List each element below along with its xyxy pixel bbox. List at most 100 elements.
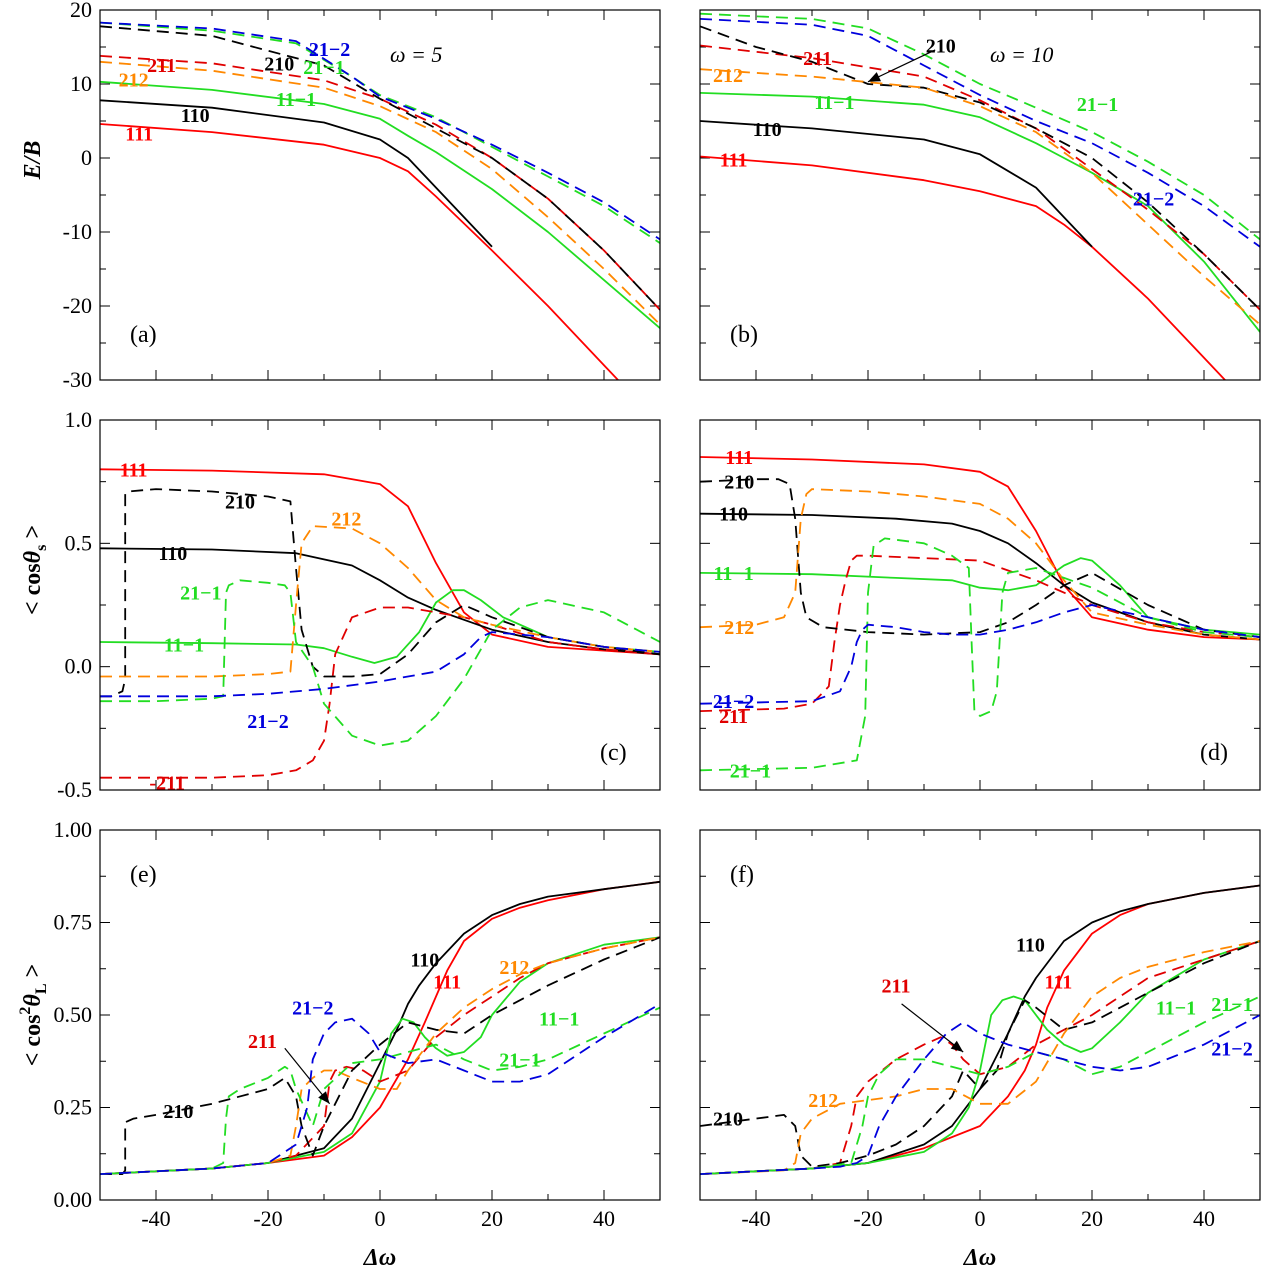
curve-label-110: 110 (410, 950, 439, 972)
panel-label: (f) (730, 862, 754, 888)
panel-label: (d) (1200, 740, 1228, 766)
panel-c: 1.0 0.5 0.0 -0.5 111 210 212 110 21−1 11−1 21−2 -21… (57, 407, 661, 802)
curve-label-21-2: 21−2 (1211, 1038, 1252, 1060)
curve-21-2 (100, 21, 660, 241)
y-tick-label: 0.50 (54, 1002, 93, 1027)
arrow-shaft (867, 49, 936, 83)
xlabel-left: Δω (363, 1245, 396, 1271)
curve-label-11-1: 11−1 (713, 563, 753, 585)
curve-21-1 (700, 12, 1260, 241)
curve-label-211: 211 (803, 48, 832, 70)
plot-frame (99, 419, 661, 791)
curves (700, 456, 1260, 772)
plot-frame (699, 419, 1261, 791)
curve-210 (100, 936, 660, 1175)
curve-110 (700, 884, 1260, 1175)
ylabel-cos2-theta-l: < cos2θL > (17, 964, 50, 1067)
curve-label-110: 110 (181, 105, 210, 127)
curve-11-1 (100, 80, 660, 329)
curve-label-212: 212 (724, 617, 754, 639)
curve-21-1 (700, 537, 1260, 772)
curve-label-211: 211 (248, 1031, 277, 1053)
y-tick-label: 0.5 (65, 530, 93, 555)
curve-label-211: 211 (882, 975, 911, 997)
curve-212 (700, 488, 1260, 641)
y-tick-label: 0.0 (65, 654, 93, 679)
curve-110 (100, 99, 493, 248)
curve-11-1 (700, 940, 1260, 1175)
curve-212 (100, 60, 660, 326)
curve-211 (100, 606, 660, 779)
x-tick-label: 20 (1081, 1206, 1103, 1231)
curve-210 (700, 478, 1260, 638)
curve-label-21-2: 21−2 (309, 39, 350, 61)
y-tick-label: -20 (63, 293, 92, 318)
curves (700, 884, 1260, 1175)
curve-21-1 (100, 21, 660, 244)
curves (700, 12, 1260, 380)
curve-21-2 (700, 604, 1260, 705)
curve-label-212: 212 (808, 1090, 838, 1112)
curve-210 (700, 940, 1260, 1168)
curves (100, 880, 660, 1175)
curve-label-210: 210 (926, 36, 956, 58)
curve-21-2 (100, 631, 660, 698)
y-tick-label: 0.75 (54, 910, 93, 935)
panel-label: (c) (600, 740, 627, 766)
y-tick-label: -0.5 (57, 777, 92, 802)
omega-annotation: ω = 5 (390, 42, 442, 67)
curve-label-21-2: 21−2 (713, 691, 754, 713)
curve-label-21-1: 21−1 (1077, 94, 1118, 116)
curve-label-212: 212 (499, 957, 529, 979)
y-tick-label: -10 (63, 219, 92, 244)
y-tick-label: -30 (63, 367, 92, 392)
x-tick-label: -40 (741, 1206, 770, 1231)
curve-21-1 (100, 579, 660, 747)
curve-212 (700, 68, 1260, 326)
x-tick-label: -20 (253, 1206, 282, 1231)
x-tick-label: -40 (141, 1206, 170, 1231)
y-tick-label: 0 (81, 145, 92, 170)
curve-21-2 (100, 1003, 660, 1175)
curve-label-110: 110 (719, 504, 748, 526)
curve-label-11-1: 11−1 (164, 634, 204, 656)
y-tick-label: 0.00 (54, 1187, 93, 1212)
curve-label-21-1: 21−1 (180, 583, 221, 605)
curve-21-2 (700, 18, 1260, 248)
curve-210 (100, 25, 660, 311)
plot-frame (699, 9, 1261, 381)
ylabel-theta: θ (20, 550, 46, 563)
curve-211 (100, 936, 660, 1175)
curve-211 (100, 55, 660, 311)
curve-label-211: 211 (719, 706, 748, 728)
x-tick-label: 0 (375, 1206, 386, 1231)
curve-label-111: 111 (125, 124, 153, 146)
curves (100, 21, 660, 380)
curve-label-11-1: 11−1 (814, 92, 854, 114)
panel-e: -40 -20 0 20 40 1.00 0.75 0.50 0.25 0.00 110 212 111… (54, 817, 661, 1231)
curve-210 (100, 488, 660, 698)
y-tick-label: 1.00 (54, 817, 93, 842)
curve-110 (700, 512, 1260, 641)
curve-211 (700, 554, 1260, 712)
ylabel-superscript: 2 (17, 1007, 34, 1015)
curve-label-21-1: 21−1 (730, 760, 771, 782)
xlabel-right: Δω (963, 1245, 996, 1271)
ylabel-energy: E/B (20, 141, 46, 181)
curves (100, 468, 660, 779)
curve-label-111: 111 (433, 972, 461, 994)
curve-label-210: 210 (713, 1109, 743, 1131)
curve-212 (700, 940, 1260, 1175)
curve-label-111: 111 (120, 459, 148, 481)
curve-label-111: 111 (720, 149, 748, 171)
curve-label-210: 210 (264, 53, 294, 75)
y-tick-label: 1.0 (65, 407, 93, 432)
curve-label-21-1: 21−1 (303, 57, 344, 79)
arrow-shaft (901, 1003, 964, 1053)
y-tick-label: 20 (70, 0, 92, 22)
plot-frame (99, 9, 661, 381)
x-tick-label: 40 (1193, 1206, 1215, 1231)
